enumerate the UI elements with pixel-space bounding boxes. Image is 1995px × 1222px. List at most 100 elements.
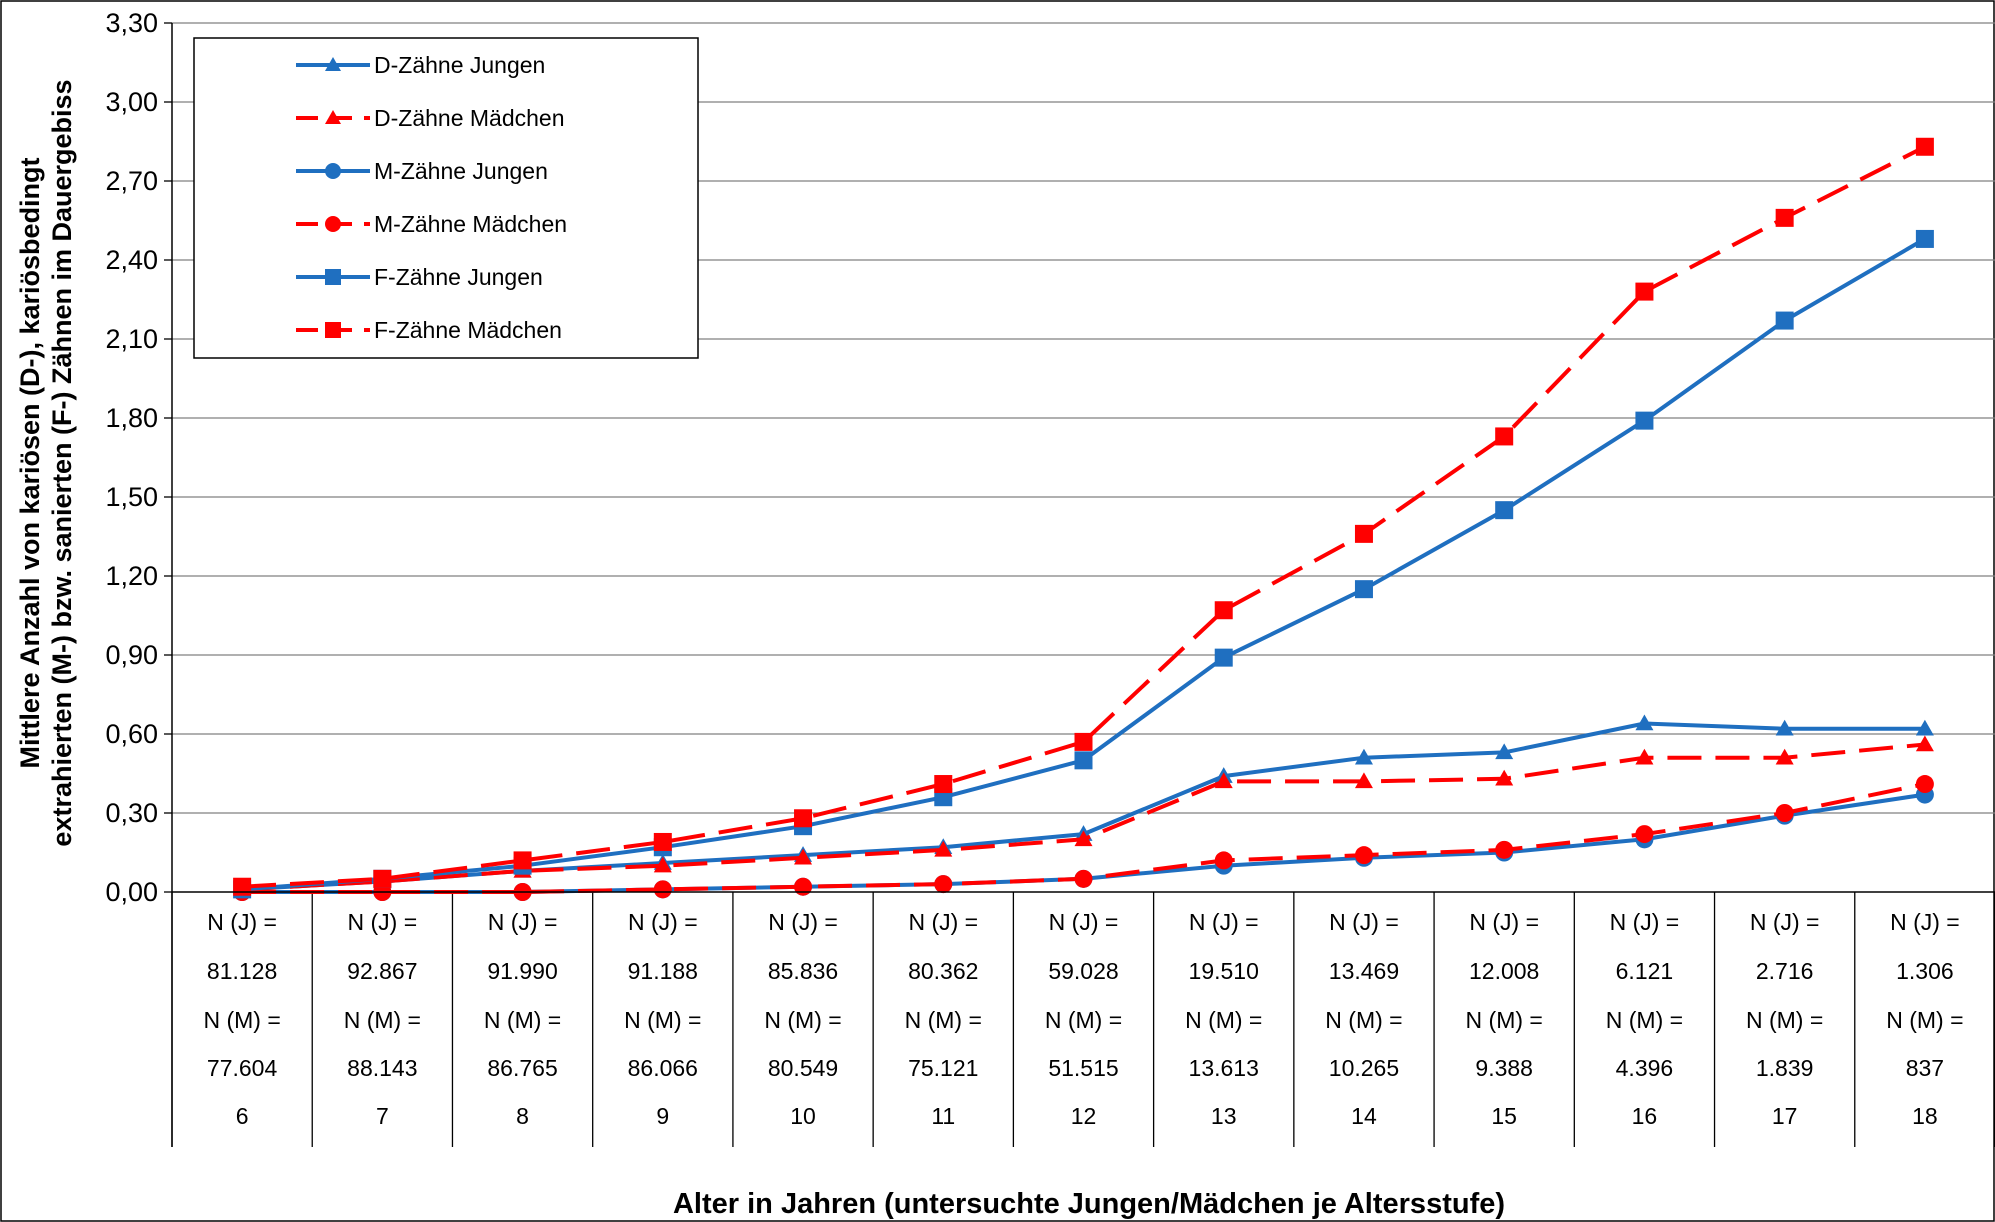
table-cell: 4.396 [1616, 1055, 1674, 1081]
data-point [1354, 748, 1373, 765]
table-cell: 86.765 [487, 1055, 557, 1081]
y-axis-label-line1: Mittlere Anzahl von kariösen (D-), kariö… [15, 157, 45, 768]
data-point [1775, 311, 1794, 330]
table-cell: N (M) = [1185, 1007, 1262, 1033]
legend-swatch-marker [325, 163, 341, 179]
legend-swatch-marker [325, 322, 341, 338]
table-cell: N (M) = [1746, 1007, 1823, 1033]
data-point [1354, 524, 1373, 543]
y-tick-label: 0,00 [105, 877, 158, 907]
table-cell: N (M) = [1325, 1007, 1402, 1033]
data-point [1214, 772, 1233, 789]
data-point [233, 877, 252, 896]
table-cell: 1.839 [1756, 1055, 1814, 1081]
table-cell: 10.265 [1329, 1055, 1399, 1081]
y-tick-label: 1,50 [105, 482, 158, 512]
data-point [794, 809, 813, 828]
table-cell: 19.510 [1189, 958, 1259, 984]
y-tick-label: 0,60 [105, 719, 158, 749]
data-point [1915, 775, 1934, 794]
table-cell: 88.143 [347, 1055, 417, 1081]
data-point [1074, 830, 1093, 847]
table-cell: N (M) = [764, 1007, 841, 1033]
table-cell: N (J) = [1049, 909, 1119, 935]
x-tick-label: 16 [1632, 1103, 1658, 1129]
data-point [1915, 719, 1934, 736]
table-cell: 13.469 [1329, 958, 1399, 984]
data-point [1354, 846, 1373, 865]
data-point [1635, 411, 1654, 430]
x-tick-label: 11 [931, 1103, 955, 1129]
table-cell: 86.066 [628, 1055, 698, 1081]
table-cell: 2.716 [1756, 958, 1814, 984]
data-point [794, 877, 813, 896]
table-cell: N (M) = [624, 1007, 701, 1033]
table-cell: N (J) = [1610, 909, 1680, 935]
x-tick-label: 9 [656, 1103, 669, 1129]
table-cell: 75.121 [908, 1055, 978, 1081]
data-point [653, 856, 672, 873]
table-cell: N (J) = [1750, 909, 1820, 935]
table-cell: 85.836 [768, 958, 838, 984]
data-point [373, 869, 392, 888]
data-point [1915, 137, 1934, 156]
x-tick-label: 13 [1211, 1103, 1237, 1129]
y-tick-label: 2,40 [105, 245, 158, 275]
legend-swatch-marker [325, 216, 341, 232]
table-cell: N (M) = [203, 1007, 280, 1033]
data-point [1074, 869, 1093, 888]
legend-entry-label: D-Zähne Mädchen [374, 105, 565, 131]
data-point [934, 875, 953, 894]
x-tick-label: 10 [790, 1103, 816, 1129]
y-tick-label: 1,80 [105, 403, 158, 433]
table-cell: N (J) = [488, 909, 558, 935]
data-point [1495, 769, 1514, 786]
table-cell: 1.306 [1896, 958, 1954, 984]
data-point [1495, 743, 1514, 760]
x-tick-label: 17 [1772, 1103, 1798, 1129]
data-point [1214, 648, 1233, 667]
y-tick-label: 3,30 [105, 8, 158, 38]
table-cell: 77.604 [207, 1055, 278, 1081]
x-tick-label: 12 [1071, 1103, 1097, 1129]
x-tick-label: 7 [376, 1103, 389, 1129]
legend-entry-label: D-Zähne Jungen [374, 52, 545, 78]
table-cell: N (J) = [628, 909, 698, 935]
table-cell: 837 [1906, 1055, 1944, 1081]
data-point [794, 848, 813, 865]
data-point [1915, 229, 1934, 248]
data-point [1635, 282, 1654, 301]
data-point [934, 840, 953, 857]
table-cell: 6.121 [1616, 958, 1674, 984]
y-tick-label: 0,90 [105, 640, 158, 670]
y-axis-label-line2: extrahierten (M-) bzw. sanierten (F-) Zä… [47, 79, 77, 846]
legend-entry-label: F-Zähne Jungen [374, 264, 543, 290]
table-cell: N (J) = [207, 909, 277, 935]
data-point [934, 775, 953, 794]
table-cell: 81.128 [207, 958, 277, 984]
table-cell: N (J) = [1329, 909, 1399, 935]
data-point [653, 832, 672, 851]
data-point [1495, 840, 1514, 859]
data-point [1495, 501, 1514, 520]
table-cell: N (M) = [1606, 1007, 1683, 1033]
x-tick-label: 8 [516, 1103, 529, 1129]
legend-entry-label: F-Zähne Mädchen [374, 317, 562, 343]
table-cell: N (M) = [1045, 1007, 1122, 1033]
table-cell: N (J) = [908, 909, 978, 935]
data-point [1775, 719, 1794, 736]
data-point [1775, 208, 1794, 227]
data-point [1915, 735, 1934, 752]
data-point [1635, 748, 1654, 765]
x-tick-label: 6 [236, 1103, 249, 1129]
data-point [653, 880, 672, 899]
y-axis-ticks: 0,00 0,30 0,60 0,90 1,20 1,50 1,80 2,10 2,40 2,70… [105, 8, 172, 907]
table-cell: 12.008 [1469, 958, 1539, 984]
table-cell: N (J) = [1469, 909, 1539, 935]
table-cell: N (J) = [1890, 909, 1960, 935]
y-tick-label: 2,70 [105, 166, 158, 196]
data-point [513, 851, 532, 870]
table-cell: N (M) = [905, 1007, 982, 1033]
table-cell: N (M) = [1886, 1007, 1963, 1033]
